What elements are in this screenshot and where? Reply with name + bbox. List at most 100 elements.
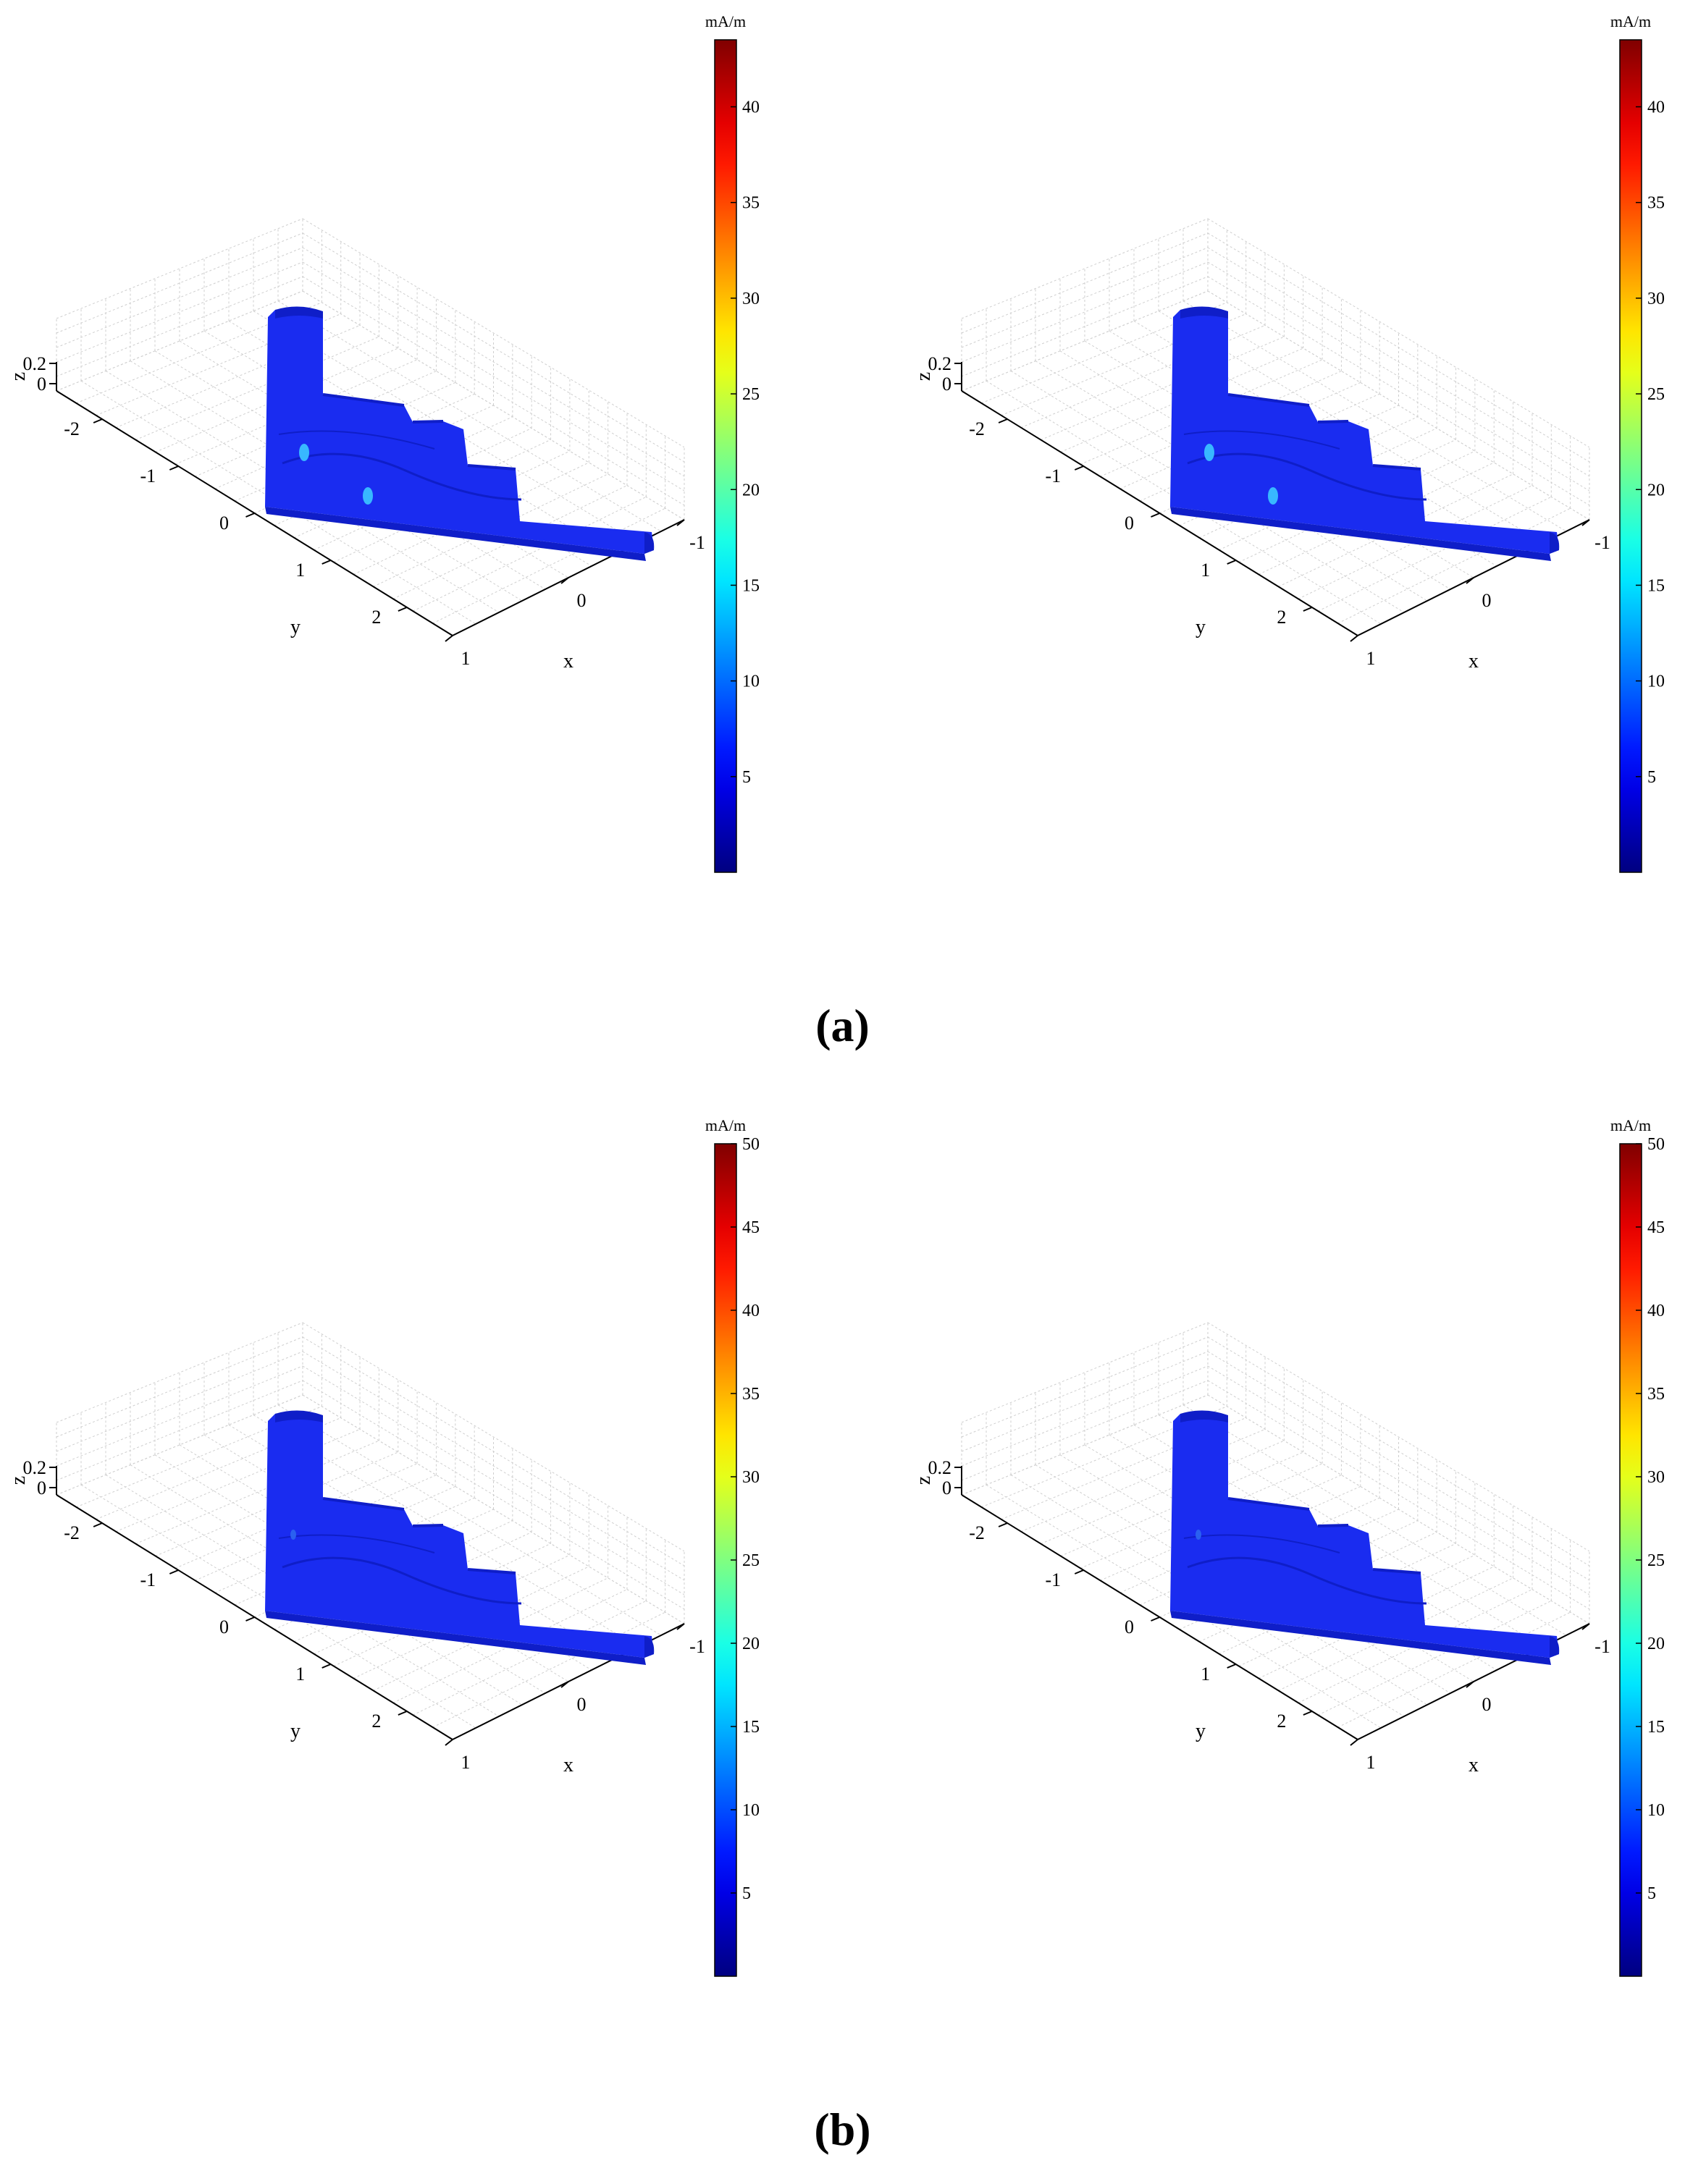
caption-a: (a) xyxy=(815,1000,870,1051)
y-tick-label: -1 xyxy=(140,1569,156,1590)
current-density-surface xyxy=(265,1410,655,1665)
y-tick-label: 1 xyxy=(1201,560,1210,581)
x-tick-label: -1 xyxy=(689,532,705,553)
z-tick-label: 0 xyxy=(37,1477,46,1498)
y-tick-label: -2 xyxy=(969,418,985,439)
colorbar-tick-label: 10 xyxy=(742,673,760,691)
x-tick-label: -1 xyxy=(689,1636,705,1657)
x-tick-label: 1 xyxy=(461,1752,471,1773)
colorbar-tick-label: 35 xyxy=(1647,194,1665,213)
colorbar-tick-label: 25 xyxy=(742,1551,760,1570)
x-axis-label: x xyxy=(1468,650,1479,673)
x-axis-label: x xyxy=(1468,1754,1479,1776)
hotspot xyxy=(1204,444,1214,461)
z-tick-label: 0.2 xyxy=(928,353,952,374)
y-tick-label: 0 xyxy=(219,513,229,534)
colorbar-tick-label: 25 xyxy=(742,385,760,404)
colorbar-tick-label: 40 xyxy=(742,98,760,117)
y-axis-label: y xyxy=(1196,616,1206,638)
y-tick-label: 0 xyxy=(1125,1616,1134,1637)
colorbar-tick-label: 45 xyxy=(1647,1218,1665,1237)
colorbar xyxy=(714,39,737,873)
y-tick-label: -1 xyxy=(1045,1569,1061,1590)
x-tick-label: 0 xyxy=(577,1694,587,1715)
colorbar-tick-label: 15 xyxy=(742,1718,760,1737)
y-tick-label: 1 xyxy=(295,560,305,581)
colorbar-tick-label: 5 xyxy=(742,768,751,787)
hotspot xyxy=(363,487,373,505)
colorbar-tick-label: 5 xyxy=(742,1884,751,1903)
y-tick-label: -2 xyxy=(969,1522,985,1543)
colorbar-tick-label: 20 xyxy=(1647,1635,1665,1653)
colorbar-tick-label: 35 xyxy=(1647,1385,1665,1404)
colorbar-tick-label: 15 xyxy=(1647,576,1665,595)
y-tick-label: -2 xyxy=(64,1522,80,1543)
colorbar-tick-label: 20 xyxy=(742,1635,760,1653)
plot-panel-a-left: -2 -1 0 1 2 1 0 -1 0 0.2 y x z mA/m 5 10 15 20 25 30 35 40 xyxy=(0,0,780,890)
y-axis-label: y xyxy=(290,616,301,638)
y-axis-label: y xyxy=(1196,1720,1206,1742)
colorbar-tick-label: 35 xyxy=(742,1385,760,1404)
z-axis-label: z xyxy=(7,372,30,381)
colorbar-tick-label: 5 xyxy=(1647,768,1656,787)
x-tick-label: 1 xyxy=(1366,648,1376,669)
y-axis-label: y xyxy=(290,1720,301,1742)
surface-plot-svg: -2-101210-100.2yxzmA/m510152025303540455… xyxy=(912,1116,1665,1977)
x-tick-label: 1 xyxy=(1366,1752,1376,1773)
colorbar-tick-label: 45 xyxy=(742,1218,760,1237)
x-tick-label: 1 xyxy=(461,648,471,669)
z-axis-label: z xyxy=(912,372,935,381)
colorbar-tick-label: 10 xyxy=(1647,1801,1665,1820)
colorbar-unit-label: mA/m xyxy=(1610,12,1651,30)
z-tick-label: 0 xyxy=(37,374,46,395)
y-tick-label: 1 xyxy=(295,1664,305,1685)
colorbar-tick-label: 15 xyxy=(742,576,760,595)
y-tick-label: 2 xyxy=(1277,1711,1286,1732)
colorbar-tick-label: 40 xyxy=(1647,98,1665,117)
x-tick-label: -1 xyxy=(1594,532,1610,553)
colorbar-tick-label: 35 xyxy=(742,194,760,213)
colorbar-unit-label: mA/m xyxy=(705,1116,746,1134)
current-density-surface xyxy=(265,306,655,561)
x-tick-label: 0 xyxy=(577,590,587,611)
x-tick-label: -1 xyxy=(1594,1636,1610,1657)
plot-panel-b-left: -2 -1 0 1 2 1 0 -1 0 0.2 y x z mA/m 5 10 15 20 25 30 35 40 45 5… xyxy=(0,1104,780,1994)
y-tick-label: -1 xyxy=(140,465,156,486)
colorbar-tick-label: 20 xyxy=(1647,481,1665,499)
colorbar-tick-label: 30 xyxy=(1647,290,1665,308)
current-density-surface xyxy=(1170,306,1560,561)
z-tick-label: 0 xyxy=(942,1477,951,1498)
x-axis-label: x xyxy=(563,1754,573,1776)
colorbar-tick-label: 25 xyxy=(1647,1551,1665,1570)
y-tick-label: 2 xyxy=(1277,607,1286,628)
y-tick-label: 2 xyxy=(371,607,381,628)
y-tick-label: 1 xyxy=(1201,1664,1210,1685)
colorbar-tick-label: 10 xyxy=(1647,673,1665,691)
colorbar-unit-label: mA/m xyxy=(1610,1116,1651,1134)
y-tick-label: 0 xyxy=(1125,513,1134,534)
hotspot xyxy=(1268,487,1278,505)
colorbar-tick-label: 30 xyxy=(742,1468,760,1487)
plot-panel-b-right: -2 -1 0 1 2 1 0 -1 0 0.2 y x z mA/m 5 10 15 20 25 30 35 40 45 5… xyxy=(905,1104,1685,1994)
z-tick-label: 0 xyxy=(942,374,951,395)
z-tick-label: 0.2 xyxy=(23,353,47,374)
colorbar-tick-label: 25 xyxy=(1647,385,1665,404)
x-axis-label: x xyxy=(563,650,573,673)
surface-plot-svg: -2-101210-100.2yxzmA/m510152025303540455… xyxy=(7,1116,760,1977)
current-density-surface xyxy=(1170,1410,1560,1665)
colorbar-unit-label: mA/m xyxy=(705,12,746,30)
colorbar-tick-label: 30 xyxy=(742,290,760,308)
colorbar-tick-label: 50 xyxy=(1647,1135,1665,1154)
caption-b: (b) xyxy=(814,2104,871,2155)
y-tick-label: -1 xyxy=(1045,465,1061,486)
colorbar-tick-label: 15 xyxy=(1647,1718,1665,1737)
colorbar-tick-label: 30 xyxy=(1647,1468,1665,1487)
z-axis-label: z xyxy=(912,1476,935,1485)
colorbar xyxy=(1619,39,1642,873)
colorbar-tick-label: 40 xyxy=(1647,1302,1665,1320)
y-tick-label: 0 xyxy=(219,1616,229,1637)
colorbar-tick-label: 40 xyxy=(742,1302,760,1320)
colorbar-tick-label: 10 xyxy=(742,1801,760,1820)
